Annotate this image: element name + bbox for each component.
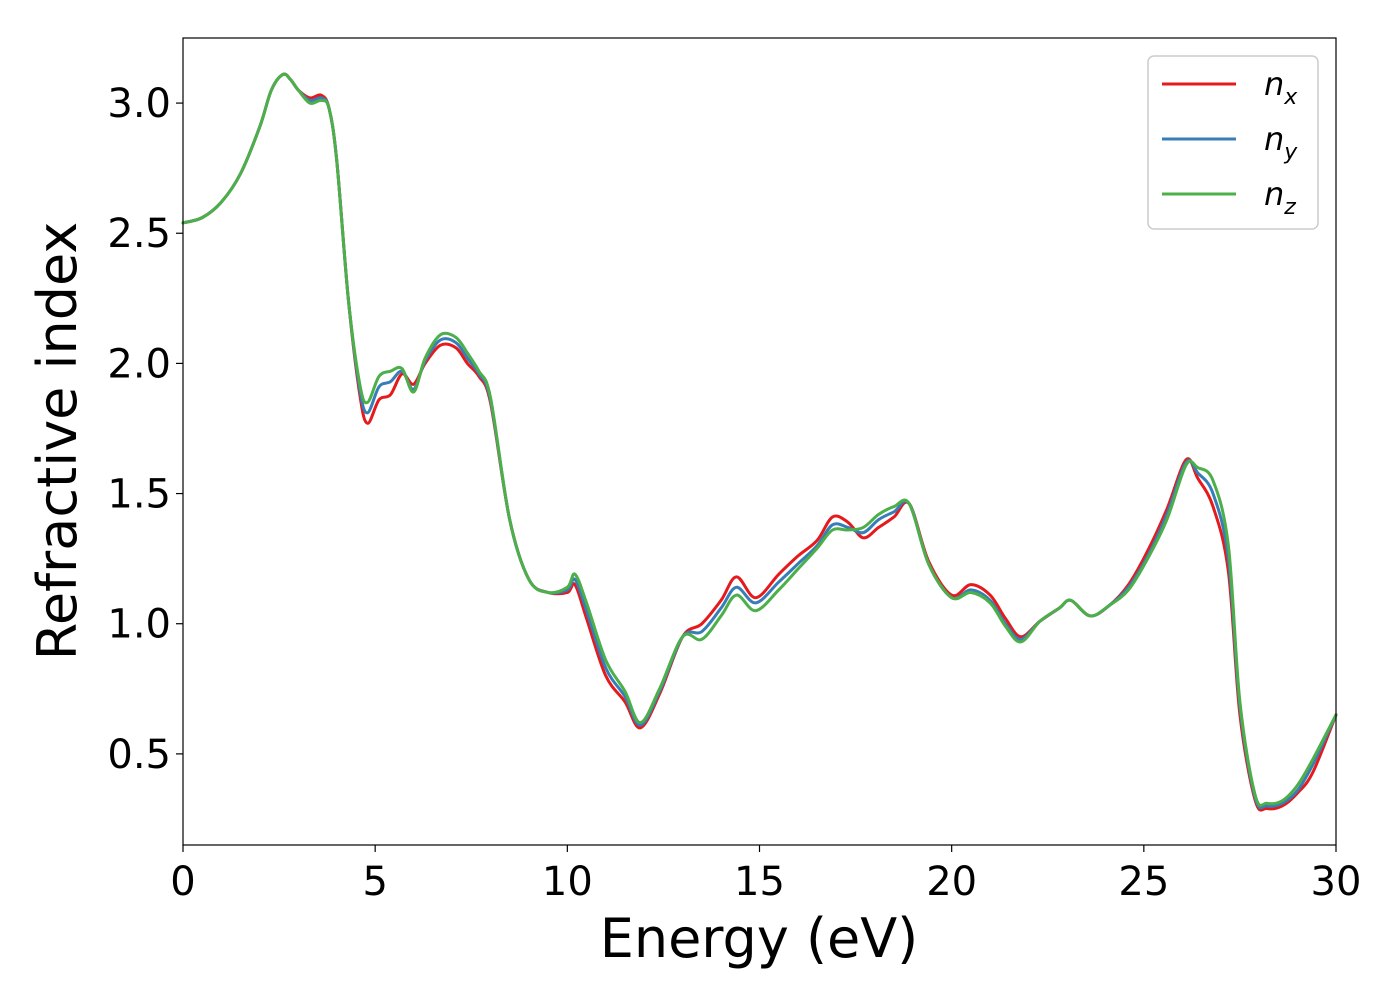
series-layer (181, 72, 1338, 812)
y-tick-label: 2.5 (107, 211, 171, 257)
x-axis-title: Energy (eV) (600, 907, 919, 970)
y-tick-label: 1.5 (107, 472, 171, 518)
y-tick-label: 3.0 (107, 81, 171, 127)
y-tick-label: 1.0 (107, 602, 171, 648)
x-axis-ticks: 0 5 10 15 20 25 30 (170, 845, 1361, 905)
x-tick-label: 10 (542, 859, 593, 905)
x-tick-label: 20 (926, 859, 977, 905)
y-tick-label: 0.5 (107, 732, 171, 778)
legend-box (1147, 55, 1319, 230)
x-tick-label: 25 (1118, 859, 1169, 905)
x-tick-label: 0 (170, 859, 195, 905)
y-tick-label: 2.0 (107, 341, 171, 387)
y-axis-ticks: 0.5 1.0 1.5 2.0 2.5 3.0 (107, 81, 183, 778)
x-tick-label: 5 (362, 859, 387, 905)
y-axis-title: Refractive index (26, 222, 89, 661)
series-line-nz (181, 72, 1338, 807)
x-tick-label: 30 (1311, 859, 1362, 905)
x-tick-label: 15 (734, 859, 785, 905)
